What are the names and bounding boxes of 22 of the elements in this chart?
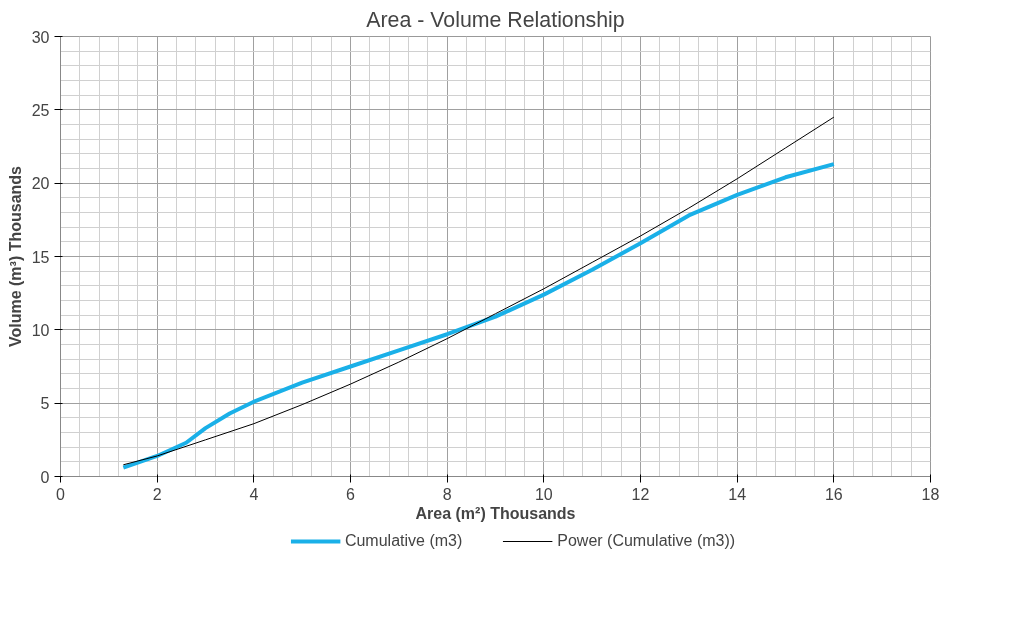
y-tick-label: 30 [31, 28, 50, 46]
x-tick-label: 6 [346, 485, 356, 503]
y-tick-label: 5 [40, 395, 50, 413]
x-tick-label: 0 [56, 485, 66, 503]
x-tick-label: 18 [921, 485, 940, 503]
x-tick-label: 14 [728, 485, 747, 503]
legend-label: Cumulative (m3) [344, 532, 463, 550]
x-axis-title: Area (m²) Thousands [415, 504, 576, 522]
x-tick-label: 12 [631, 485, 650, 503]
x-tick-label: 16 [824, 485, 843, 503]
y-tick-label: 20 [31, 175, 50, 193]
x-tick-label: 2 [152, 485, 162, 503]
y-tick-label: 10 [31, 321, 50, 339]
x-tick-label: 10 [534, 485, 553, 503]
y-tick-label: 25 [31, 101, 50, 119]
x-tick-label: 4 [249, 485, 259, 503]
legend-label: Power (Cumulative (m3)) [557, 532, 736, 550]
x-tick-label: 8 [442, 485, 452, 503]
y-axis-title: Volume (m³) Thousands [6, 165, 24, 348]
y-tick-label: 15 [31, 248, 50, 266]
chart-title: Area - Volume Relationship [366, 7, 625, 32]
y-tick-label: 0 [40, 468, 50, 486]
